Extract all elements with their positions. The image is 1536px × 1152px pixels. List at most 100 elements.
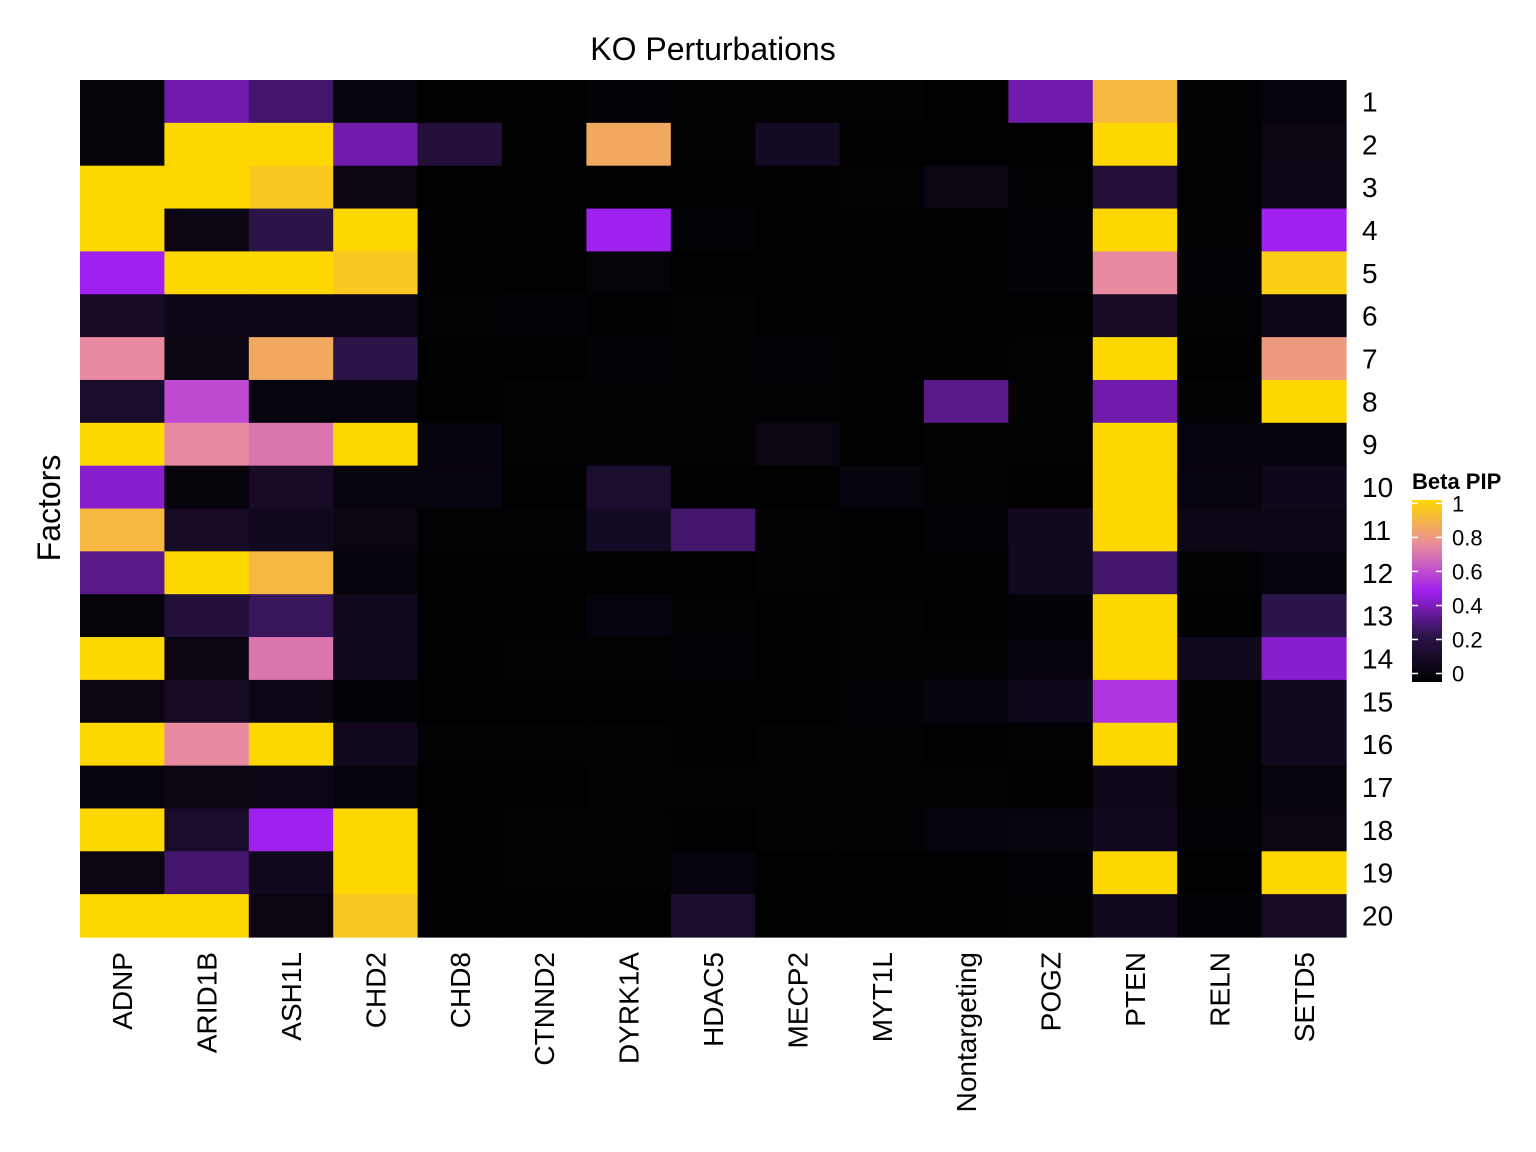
heatmap-cell: [1177, 122, 1263, 167]
heatmap-cell: [502, 765, 587, 810]
heatmap-cell: [1008, 765, 1094, 810]
y-tick-label: 19: [1362, 858, 1393, 889]
y-tick-label: 8: [1362, 386, 1378, 417]
heatmap-cell: [924, 551, 1009, 595]
heatmap-cell: [924, 594, 1009, 638]
heatmap-cell: [1008, 80, 1094, 124]
heatmap-cell: [1092, 122, 1178, 167]
heatmap-cell: [333, 808, 419, 852]
heatmap-cell: [670, 722, 756, 767]
heatmap-cell: [1177, 679, 1263, 724]
heatmap-cell: [755, 294, 841, 338]
heatmap-cell: [839, 294, 925, 338]
heatmap-cell: [839, 594, 925, 638]
heatmap-cell: [586, 679, 672, 724]
heatmap-cell: [586, 251, 672, 295]
heatmap-cell: [755, 80, 841, 124]
legend-tick-label: 0.2: [1452, 628, 1483, 653]
heatmap-cell: [670, 294, 756, 338]
heatmap-cell: [164, 679, 250, 724]
heatmap-cell: [248, 679, 334, 724]
heatmap-cell: [839, 765, 925, 810]
heatmap-cell: [1261, 465, 1347, 510]
heatmap-cell: [924, 208, 1009, 252]
heatmap-cell: [1092, 894, 1178, 938]
heatmap-cell: [1261, 422, 1347, 467]
heatmap-cell: [248, 294, 334, 338]
heatmap-cell: [502, 465, 587, 510]
heatmap-cell: [333, 851, 419, 895]
heatmap-cell: [839, 251, 925, 295]
heatmap-cell: [839, 379, 925, 424]
heatmap-cell: [80, 679, 165, 724]
heatmap-cell: [1261, 379, 1347, 424]
heatmap-cell: [839, 551, 925, 595]
heatmap-cell: [670, 551, 756, 595]
heatmap-cell: [164, 122, 250, 167]
heatmap-cell: [333, 551, 419, 595]
y-tick-label: 2: [1362, 129, 1378, 160]
y-tick-label: 18: [1362, 815, 1393, 846]
heatmap-cell: [924, 337, 1009, 381]
heatmap-cell: [586, 122, 672, 167]
heatmap-cell: [1092, 765, 1178, 810]
heatmap-cell: [333, 765, 419, 810]
heatmap-cell: [80, 422, 165, 467]
heatmap-cell: [1261, 294, 1347, 338]
heatmap-cell: [164, 722, 250, 767]
heatmap-cell: [755, 337, 841, 381]
heatmap-cell: [417, 851, 503, 895]
heatmap-cell: [248, 808, 334, 852]
heatmap-cell: [417, 551, 503, 595]
heatmap-cell: [80, 294, 165, 338]
heatmap-cell: [670, 122, 756, 167]
heatmap-cell: [1008, 551, 1094, 595]
heatmap-cell: [164, 465, 250, 510]
legend-tick-label: 1: [1452, 491, 1464, 516]
heatmap-cell: [586, 722, 672, 767]
heatmap-cell: [333, 208, 419, 252]
heatmap-cell: [80, 122, 165, 167]
heatmap-cell: [1261, 337, 1347, 381]
heatmap-cell: [164, 594, 250, 638]
heatmap-cell: [417, 208, 503, 252]
heatmap-cell: [1008, 337, 1094, 381]
heatmap-cell: [755, 637, 841, 681]
heatmap-cell: [80, 379, 165, 424]
heatmap-cell: [1008, 508, 1094, 552]
heatmap-cell: [248, 80, 334, 124]
heatmap-cell: [1092, 251, 1178, 295]
heatmap-cell: [333, 722, 419, 767]
heatmap-cell: [1092, 637, 1178, 681]
heatmap-cell: [248, 594, 334, 638]
heatmap-cell: [1261, 637, 1347, 681]
heatmap-cell: [333, 508, 419, 552]
heatmap-cell: [924, 379, 1009, 424]
x-tick-label: ADNP: [107, 952, 138, 1030]
heatmap-cell: [755, 679, 841, 724]
heatmap-cell: [502, 637, 587, 681]
heatmap-cell: [248, 894, 334, 938]
heatmap-cell: [1261, 808, 1347, 852]
heatmap-cell: [924, 251, 1009, 295]
heatmap-cell: [80, 465, 165, 510]
legend-tick-label: 0.6: [1452, 559, 1483, 584]
heatmap-cell: [839, 80, 925, 124]
heatmap-cell: [1177, 165, 1263, 210]
y-tick-label: 5: [1362, 258, 1378, 289]
heatmap-cell: [1177, 379, 1263, 424]
heatmap-cell: [417, 679, 503, 724]
heatmap-cell: [333, 122, 419, 167]
heatmap-cell: [1177, 808, 1263, 852]
heatmap-cell: [164, 551, 250, 595]
heatmap-cell: [755, 122, 841, 167]
legend-title: Beta PIP: [1412, 469, 1501, 494]
heatmap-cell: [670, 808, 756, 852]
heatmap-cell: [670, 594, 756, 638]
heatmap-cell: [924, 422, 1009, 467]
y-tick-label: 11: [1362, 515, 1391, 546]
heatmap-cell: [670, 208, 756, 252]
heatmap-cell: [1261, 679, 1347, 724]
heatmap-cell: [839, 851, 925, 895]
